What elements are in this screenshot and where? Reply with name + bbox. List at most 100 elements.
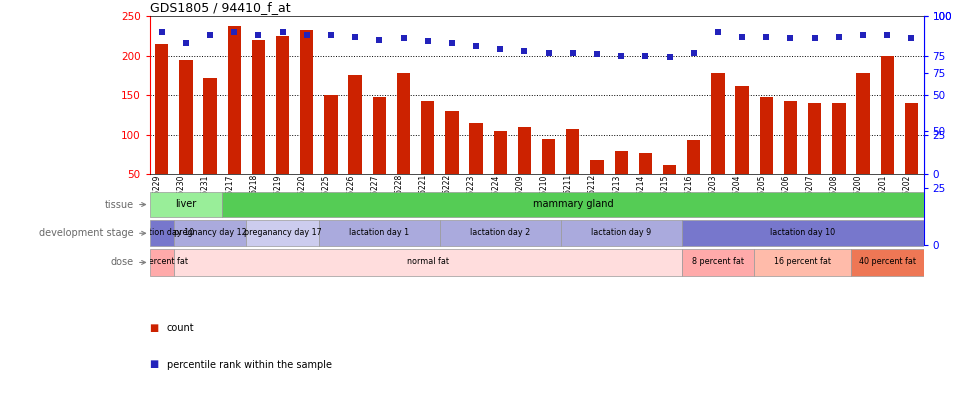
Point — [565, 49, 581, 56]
Point — [758, 34, 774, 40]
Point — [299, 32, 315, 38]
Bar — [155, 44, 168, 174]
Point — [275, 36, 290, 42]
Text: mammary gland: mammary gland — [533, 199, 613, 209]
Point — [734, 34, 750, 40]
Bar — [542, 139, 555, 174]
Point — [492, 61, 508, 68]
Point — [662, 72, 677, 79]
Point — [154, 29, 170, 35]
Bar — [276, 36, 289, 174]
Point — [831, 34, 846, 40]
Bar — [469, 123, 482, 174]
Text: GSM96228: GSM96228 — [395, 174, 403, 215]
Point — [590, 51, 605, 58]
Text: GSM96220: GSM96220 — [298, 174, 307, 215]
Point — [372, 37, 387, 43]
Bar — [324, 95, 338, 174]
Bar — [440, 220, 561, 246]
Text: GSM96214: GSM96214 — [636, 174, 646, 215]
Bar — [150, 192, 222, 217]
Bar — [318, 220, 440, 246]
Text: GSM96201: GSM96201 — [878, 174, 887, 215]
Text: 16 percent fat: 16 percent fat — [774, 257, 831, 266]
Point — [251, 32, 266, 38]
Bar — [856, 73, 869, 174]
Bar — [808, 103, 821, 174]
Text: GSM96210: GSM96210 — [539, 174, 549, 215]
Point — [541, 49, 557, 56]
Bar — [518, 127, 531, 174]
Text: GSM96226: GSM96226 — [346, 174, 355, 215]
Text: GSM96231: GSM96231 — [201, 174, 210, 215]
Point — [299, 40, 315, 47]
Bar — [615, 151, 628, 174]
Text: GSM96217: GSM96217 — [225, 174, 234, 215]
Point — [323, 32, 339, 38]
Bar — [759, 97, 773, 174]
Bar — [851, 249, 924, 275]
Point — [347, 43, 363, 49]
Point — [420, 49, 435, 56]
Text: GSM96227: GSM96227 — [371, 174, 379, 215]
Point — [565, 66, 581, 72]
Text: GSM96222: GSM96222 — [443, 174, 452, 215]
Point — [396, 35, 411, 42]
Bar — [300, 30, 314, 174]
Text: GSM96229: GSM96229 — [152, 174, 162, 215]
Text: ■: ■ — [150, 323, 159, 333]
Point — [686, 49, 702, 56]
Text: lactation day 10: lactation day 10 — [129, 228, 194, 237]
Bar — [687, 140, 701, 174]
Point — [444, 52, 459, 58]
Point — [903, 45, 919, 51]
Text: pregnancy day 12: pregnancy day 12 — [174, 228, 246, 237]
Point — [420, 38, 435, 45]
Text: preganancy day 17: preganancy day 17 — [244, 228, 321, 237]
Point — [734, 43, 750, 49]
Bar — [881, 56, 894, 174]
Point — [372, 47, 387, 54]
Text: lactation day 9: lactation day 9 — [592, 228, 651, 237]
Text: GSM96208: GSM96208 — [830, 174, 839, 215]
Text: GSM96211: GSM96211 — [564, 174, 573, 215]
Text: GSM96205: GSM96205 — [758, 174, 766, 215]
Text: GSM96223: GSM96223 — [467, 174, 476, 215]
Bar — [681, 249, 755, 275]
Bar — [755, 249, 851, 275]
Text: lactation day 1: lactation day 1 — [349, 228, 409, 237]
Text: GSM96215: GSM96215 — [661, 174, 670, 215]
Point — [179, 52, 194, 58]
Text: GSM96230: GSM96230 — [177, 174, 186, 215]
Point — [323, 40, 339, 47]
Point — [638, 70, 653, 77]
Text: 8 percent fat: 8 percent fat — [136, 257, 187, 266]
Text: GSM96221: GSM96221 — [419, 174, 427, 215]
Point — [662, 54, 677, 60]
Point — [590, 68, 605, 75]
Text: ■: ■ — [150, 360, 159, 369]
Point — [154, 36, 170, 42]
Bar — [150, 249, 174, 275]
Text: dose: dose — [111, 258, 146, 267]
Bar — [681, 220, 924, 246]
Point — [444, 40, 459, 46]
Point — [468, 43, 483, 49]
Point — [879, 32, 895, 38]
Text: tissue: tissue — [105, 200, 146, 209]
Text: GSM96200: GSM96200 — [854, 174, 863, 215]
Point — [516, 48, 532, 54]
Bar — [348, 75, 362, 174]
Point — [227, 29, 242, 35]
Point — [203, 40, 218, 47]
Text: 8 percent fat: 8 percent fat — [692, 257, 744, 266]
Text: GSM96204: GSM96204 — [733, 174, 742, 215]
Bar — [566, 129, 579, 174]
Bar — [832, 103, 845, 174]
Text: development stage: development stage — [40, 228, 146, 238]
Bar — [905, 103, 918, 174]
Point — [516, 63, 532, 70]
Bar — [711, 73, 725, 174]
Bar — [397, 73, 410, 174]
Text: GSM96202: GSM96202 — [902, 174, 911, 215]
